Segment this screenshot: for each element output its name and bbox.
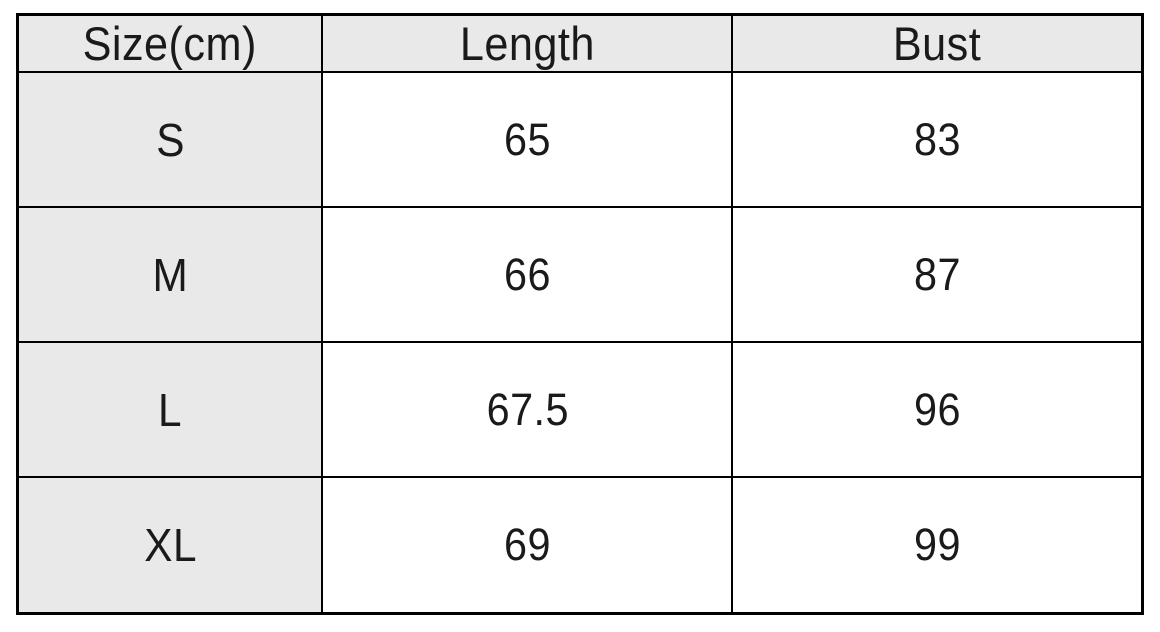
table-row-m: M 66 87: [16, 206, 1144, 344]
length-value-xl: 69: [321, 476, 734, 615]
table-row-xl: XL 69 99: [16, 476, 1144, 615]
bust-value-s: 83: [731, 70, 1144, 209]
size-label-l: L: [16, 341, 324, 479]
length-value-s-text: 65: [503, 113, 551, 165]
size-label-m: M: [16, 206, 324, 344]
column-header-length-label: Length: [459, 17, 595, 70]
bust-value-xl-text: 99: [913, 519, 961, 571]
length-value-s: 65: [321, 70, 734, 209]
size-chart-body: S 65 83 M 66 87: [16, 70, 1144, 615]
length-value-l: 67.5: [321, 341, 734, 479]
column-header-bust: Bust: [731, 13, 1144, 73]
column-header-size: Size(cm): [16, 13, 324, 73]
length-value-m: 66: [321, 206, 734, 344]
size-label-m-text: M: [152, 248, 189, 301]
column-header-bust-label: Bust: [893, 17, 982, 70]
size-label-l-text: L: [158, 383, 183, 436]
table-row-l: L 67.5 96: [16, 341, 1144, 479]
size-label-s: S: [16, 70, 324, 209]
bust-value-l-text: 96: [913, 383, 961, 435]
bust-value-s-text: 83: [913, 113, 961, 165]
column-header-length: Length: [321, 13, 734, 73]
length-value-xl-text: 69: [503, 519, 551, 571]
length-value-l-text: 67.5: [486, 383, 569, 435]
size-chart-table: Size(cm) Length Bust S 65 83: [16, 13, 1144, 615]
bust-value-m: 87: [731, 206, 1144, 344]
table-row-s: S 65 83: [16, 70, 1144, 209]
header-row: Size(cm) Length Bust: [16, 13, 1144, 73]
size-label-s-text: S: [155, 113, 185, 166]
size-label-xl-text: XL: [143, 519, 197, 572]
bust-value-xl: 99: [731, 476, 1144, 615]
column-header-size-label: Size(cm): [83, 17, 258, 70]
size-chart-header: Size(cm) Length Bust: [16, 13, 1144, 73]
bust-value-l: 96: [731, 341, 1144, 479]
length-value-m-text: 66: [503, 248, 551, 300]
bust-value-m-text: 87: [913, 248, 961, 300]
size-label-xl: XL: [16, 476, 324, 615]
